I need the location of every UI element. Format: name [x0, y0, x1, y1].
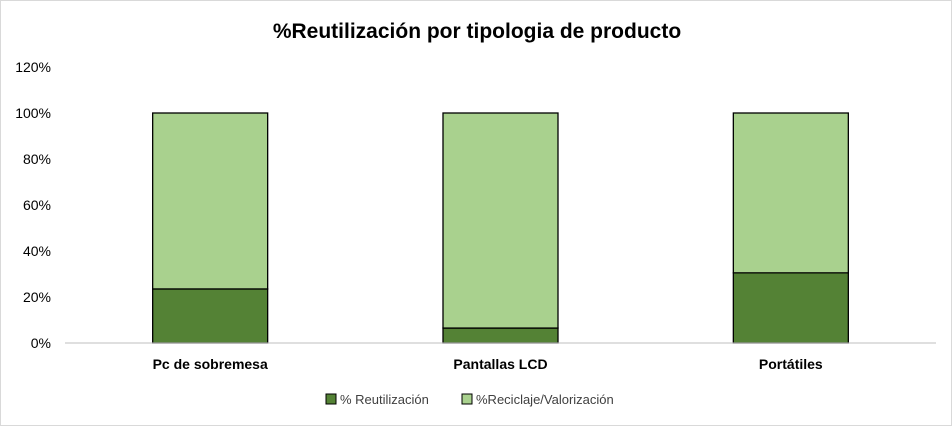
y-tick-label: 20% — [23, 289, 51, 305]
y-tick-label: 80% — [23, 151, 51, 167]
y-tick-label: 0% — [31, 335, 51, 351]
bar-segment-reutilizacion — [732, 272, 849, 344]
bar-segment-reciclaje — [442, 112, 559, 329]
y-tick-label: 60% — [23, 197, 51, 213]
y-tick-label: 40% — [23, 243, 51, 259]
legend-swatch — [325, 393, 337, 405]
legend: % Reutilización %Reciclaje/Valorización — [325, 392, 614, 407]
y-tick-label: 100% — [15, 105, 51, 121]
bar-segment-reciclaje — [152, 112, 269, 290]
bar-segment-reutilizacion — [152, 288, 269, 344]
x-tick-label: Pc de sobremesa — [153, 356, 268, 372]
legend-label: %Reciclaje/Valorización — [476, 392, 614, 407]
legend-label: % Reutilización — [340, 392, 429, 407]
bars — [152, 112, 849, 344]
x-axis-labels: Pc de sobremesa Pantallas LCD Portátiles — [153, 356, 823, 372]
legend-swatch — [461, 393, 473, 405]
x-tick-label: Portátiles — [759, 356, 823, 372]
y-tick-label: 120% — [15, 59, 51, 75]
y-axis-ticks: 0% 20% 40% 60% 80% 100% 120% — [15, 59, 51, 351]
bar-segment-reciclaje — [732, 112, 849, 274]
x-tick-label: Pantallas LCD — [453, 356, 547, 372]
chart-title: %Reutilización por tipologia de producto — [273, 20, 681, 43]
bar-segment-reutilizacion — [442, 327, 559, 344]
